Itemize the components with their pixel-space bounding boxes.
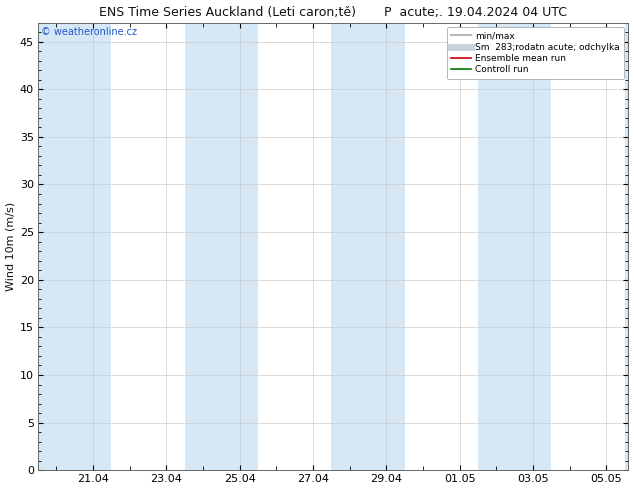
Title: ENS Time Series Auckland (Leti caron;tě)       P  acute;. 19.04.2024 04 UTC: ENS Time Series Auckland (Leti caron;tě)… — [100, 5, 567, 19]
Y-axis label: Wind 10m (m/s): Wind 10m (m/s) — [6, 202, 16, 291]
Bar — [624, 23, 628, 470]
Bar — [184, 23, 258, 470]
Bar — [38, 23, 112, 470]
Text: © weatheronline.cz: © weatheronline.cz — [41, 27, 137, 37]
Bar — [332, 23, 404, 470]
Legend: min/max, Sm  283;rodatn acute; odchylka, Ensemble mean run, Controll run: min/max, Sm 283;rodatn acute; odchylka, … — [447, 27, 624, 79]
Bar — [478, 23, 552, 470]
